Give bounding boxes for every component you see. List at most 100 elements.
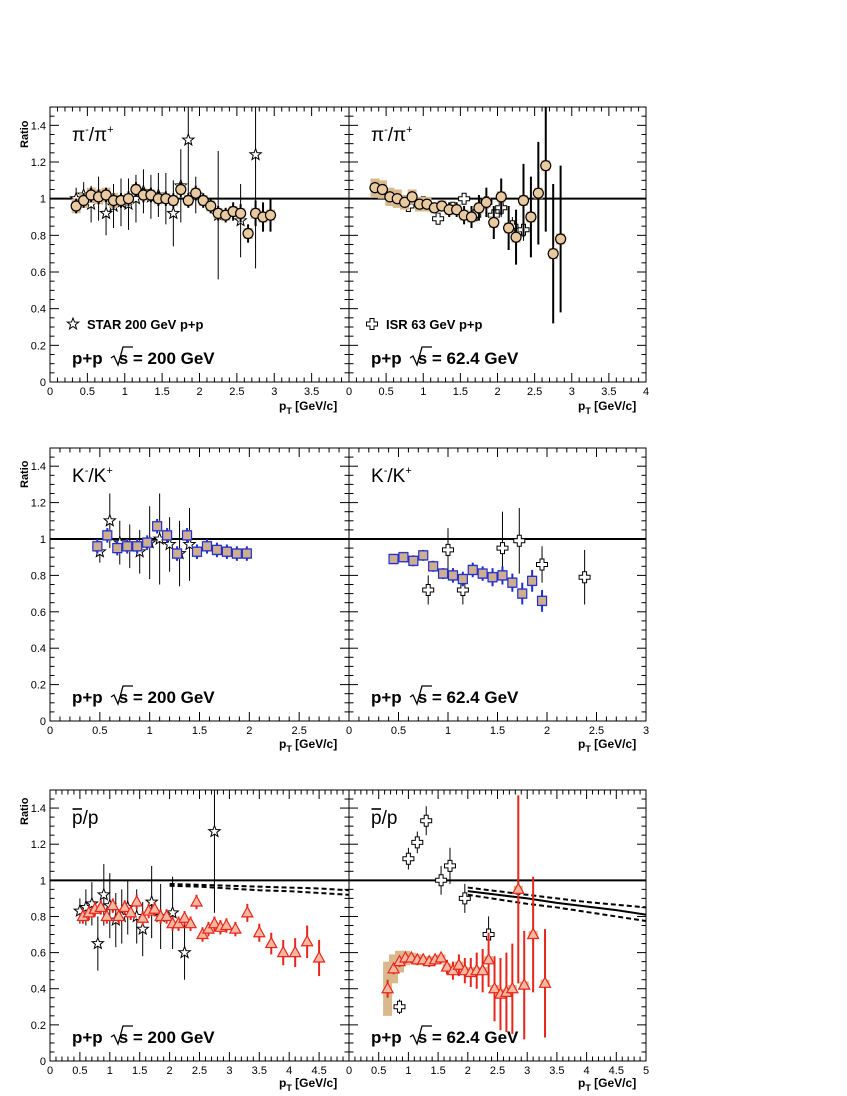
y-tick-label: 0.4 [31, 643, 46, 655]
x-tick-label: 1.5 [154, 386, 169, 398]
data-point-square [132, 541, 143, 552]
y-tick-label: 0.6 [31, 948, 46, 960]
legend-label: ISR 63 GeV p+p [386, 317, 483, 332]
data-point-circle [473, 202, 485, 214]
x-tick-label: 3.5 [304, 386, 319, 398]
data-point-circle [451, 204, 463, 216]
x-tick-label: 2 [167, 1065, 173, 1077]
x-tick-label: 0 [346, 1065, 352, 1077]
data-point-star [207, 824, 222, 838]
data-point-star [99, 205, 114, 220]
xlabel-proton-62: pT [GeV/c] [578, 1076, 636, 1093]
data-point-circle [547, 248, 559, 260]
energy-label: p+p s = 62.4 GeV [371, 349, 519, 368]
y-tick-label: 1.2 [31, 498, 46, 510]
xlabel-kaon-200: pT [GeV/c] [279, 737, 337, 754]
x-tick-label: 5 [643, 1065, 649, 1077]
x-tick-label: 3 [569, 386, 575, 398]
plot-area [72, 790, 350, 980]
data-point-triangle [207, 916, 221, 929]
panel-frame [348, 447, 647, 722]
x-tick-label: 2.5 [589, 725, 604, 737]
data-point-triangle [264, 936, 278, 949]
x-tick-label: 4.5 [609, 1065, 624, 1077]
data-point-triangle [538, 976, 552, 988]
data-point-circle [510, 231, 522, 243]
data-point-square [122, 541, 133, 552]
x-tick-label: 1.5 [490, 725, 505, 737]
data-point-cross [442, 543, 454, 556]
data-point-cross [422, 584, 435, 596]
x-tick-label: 4 [584, 1065, 590, 1077]
data-point-square [201, 541, 213, 552]
data-point-circle [399, 196, 411, 208]
calc-lower-line [467, 893, 646, 922]
data-point-circle [190, 187, 202, 199]
data-point-circle [242, 227, 254, 240]
data-point-square [527, 575, 538, 586]
x-tick-label: 2 [544, 725, 550, 737]
x-tick-label: 2.5 [490, 1065, 505, 1077]
x-tick-label: 2 [494, 386, 500, 398]
data-point-triangle [452, 958, 466, 970]
x-tick-label: 0.5 [378, 386, 393, 398]
energy-label: p+p s = 200 GeV [72, 349, 215, 368]
data-point-square [437, 568, 449, 579]
data-point-triangle [124, 905, 138, 918]
x-tick-label: 1 [405, 1065, 411, 1077]
x-tick-label: 3 [643, 725, 649, 737]
data-point-square [467, 564, 478, 576]
x-tick-label: 1.5 [132, 1065, 147, 1077]
y-tick-label: 0 [40, 1056, 46, 1068]
data-point-square [457, 573, 468, 585]
x-tick-label: 2.5 [192, 1065, 207, 1077]
panel-frame [49, 447, 350, 722]
x-tick-label: 0.5 [92, 725, 107, 737]
data-point-circle [235, 207, 247, 219]
calc-central-line [467, 890, 646, 916]
x-tick-label: 3.5 [252, 1065, 267, 1077]
y-tick-label: 1.2 [31, 839, 46, 851]
data-point-circle [495, 191, 507, 203]
energy-label: p+p s = 200 GeV [72, 688, 215, 707]
x-tick-label: 0 [47, 725, 53, 737]
data-point-cross [536, 558, 548, 571]
data-point-cross [402, 852, 415, 865]
sqrt-sign [110, 1025, 133, 1046]
data-point-square [447, 570, 459, 581]
data-point-circle [488, 216, 500, 229]
data-point-circle [480, 196, 492, 208]
pion-200-panel: 0 0.2 0.4 0.6 0.8 1 1.2 1.4 0 0.5 1 1.5 2 2.5 3 3.5 π-/π… [31, 106, 350, 398]
calc-upper-line [467, 886, 646, 909]
data-point-square [231, 548, 242, 559]
data-point-triangle [505, 981, 519, 994]
data-point-triangle [526, 927, 540, 940]
data-point-triangle [387, 961, 401, 974]
data-point-star [182, 537, 197, 551]
data-point-triangle [288, 945, 302, 958]
data-point-triangle [511, 882, 525, 894]
data-point-square [536, 595, 548, 606]
panel-title: p/p [72, 808, 98, 829]
data-point-cross [578, 571, 591, 584]
x-tick-label: 0 [47, 386, 53, 398]
x-tick-label: 1.5 [192, 725, 207, 737]
data-point-circle [532, 187, 544, 199]
data-point-circle [130, 183, 142, 196]
panel-frame [348, 106, 647, 383]
data-point-square [112, 542, 123, 554]
data-point-square [477, 568, 488, 579]
data-point-star [166, 205, 181, 220]
data-point-triangle [148, 901, 162, 914]
panel-title: p/p [371, 808, 397, 829]
data-point-triangle [160, 909, 174, 922]
data-point-square [398, 552, 409, 563]
data-point-circle [175, 183, 187, 196]
x-tick-label: 3 [524, 1065, 530, 1077]
data-point-circle [525, 211, 537, 223]
panel-title: K-/K+ [72, 465, 113, 487]
y-tick-label: 0.8 [31, 230, 46, 242]
data-point-cross [513, 534, 526, 547]
data-point-square [507, 577, 518, 588]
data-point-circle [167, 194, 179, 207]
